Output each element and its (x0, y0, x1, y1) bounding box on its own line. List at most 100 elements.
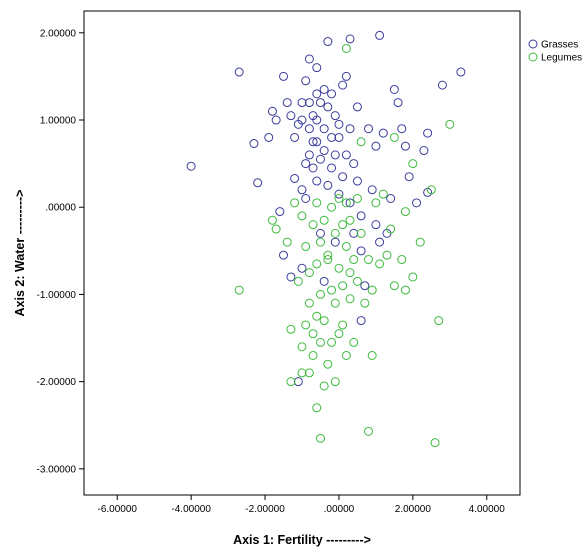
scatter-point (345, 34, 355, 44)
scatter-point (315, 237, 325, 247)
scatter-point (352, 193, 362, 203)
x-tick-label: 4.00000 (469, 504, 506, 515)
scatter-point (349, 337, 359, 347)
scatter-point (364, 255, 374, 265)
scatter-point (356, 316, 366, 326)
scatter-point (327, 163, 337, 173)
scatter-point (412, 198, 422, 208)
scatter-point (349, 228, 359, 238)
scatter-point (186, 161, 196, 171)
scatter-point (312, 403, 322, 413)
legend-label: Grasses (541, 40, 578, 51)
scatter-point (345, 124, 355, 134)
scatter-point (386, 224, 396, 234)
scatter-point (371, 198, 381, 208)
scatter-point (249, 139, 259, 149)
scatter-point (327, 132, 337, 142)
scatter-point (375, 30, 385, 40)
scatter-point (364, 426, 374, 436)
scatter-point (430, 438, 440, 448)
scatter-point (319, 124, 329, 134)
scatter-point (389, 84, 399, 94)
scatter-point (275, 207, 285, 217)
scatter-point (400, 141, 410, 151)
scatter-point (456, 67, 466, 77)
scatter-point (386, 193, 396, 203)
plot-frame (83, 10, 521, 496)
scatter-point (419, 146, 429, 156)
y-tick-label: -3.00000 (37, 464, 77, 475)
scatter-point (356, 137, 366, 147)
scatter-point (279, 250, 289, 260)
scatter-point (286, 272, 296, 282)
scatter-point (301, 241, 311, 251)
legend-label: Legumes (541, 53, 582, 64)
scatter-point (308, 350, 318, 360)
scatter-point (319, 215, 329, 225)
scatter-point (293, 377, 303, 387)
scatter-point (367, 185, 377, 195)
scatter-point (308, 220, 318, 230)
scatter-point (315, 98, 325, 108)
scatter-point (378, 189, 388, 199)
scatter-point (304, 150, 314, 160)
scatter-point (341, 71, 351, 81)
scatter-point (304, 298, 314, 308)
scatter-point (375, 237, 385, 247)
scatter-point (400, 207, 410, 217)
scatter-point (286, 377, 296, 387)
scatter-point (286, 111, 296, 121)
scatter-point (312, 89, 322, 99)
scatter-point (315, 433, 325, 443)
scatter-point (338, 320, 348, 330)
scatter-point (334, 119, 344, 129)
scatter-point (290, 132, 300, 142)
scatter-point (286, 324, 296, 334)
scatter-point (319, 381, 329, 391)
scatter-point (345, 215, 355, 225)
scatter-point (282, 98, 292, 108)
scatter-point (389, 281, 399, 291)
scatter-point (367, 285, 377, 295)
scatter-point (330, 150, 340, 160)
scatter-point (304, 368, 314, 378)
scatter-point (364, 124, 374, 134)
scatter-point (293, 276, 303, 286)
scatter-point (312, 198, 322, 208)
scatter-point (315, 228, 325, 238)
scatter-point (301, 320, 311, 330)
scatter-point (271, 224, 281, 234)
scatter-point (375, 259, 385, 269)
y-tick-label: -1.00000 (37, 290, 77, 301)
scatter-point (297, 263, 307, 273)
scatter-point (297, 211, 307, 221)
scatter-point (341, 43, 351, 53)
scatter-point (397, 124, 407, 134)
scatter-point (334, 263, 344, 273)
legend: Grasses Legumes (528, 39, 582, 64)
scatter-point (334, 132, 344, 142)
scatter-point (393, 98, 403, 108)
scatter-point (315, 337, 325, 347)
scatter-point (301, 193, 311, 203)
scatter-point (312, 137, 322, 147)
legend-marker (528, 39, 538, 49)
scatter-point (290, 173, 300, 183)
y-tick-label: .00000 (45, 203, 76, 214)
y-tick-label: -2.00000 (37, 377, 77, 388)
scatter-point (323, 102, 333, 112)
x-tick-label: -2.00000 (245, 504, 285, 515)
scatter-point (338, 172, 348, 182)
scatter-point (371, 220, 381, 230)
scatter-point (334, 193, 344, 203)
scatter-point (312, 311, 322, 321)
scatter-point (382, 250, 392, 260)
scatter-point (312, 115, 322, 125)
scatter-point (378, 128, 388, 138)
scatter-point (330, 377, 340, 387)
scatter-point (408, 272, 418, 282)
scatter-point (330, 111, 340, 121)
x-tick-label: .00000 (324, 504, 355, 515)
